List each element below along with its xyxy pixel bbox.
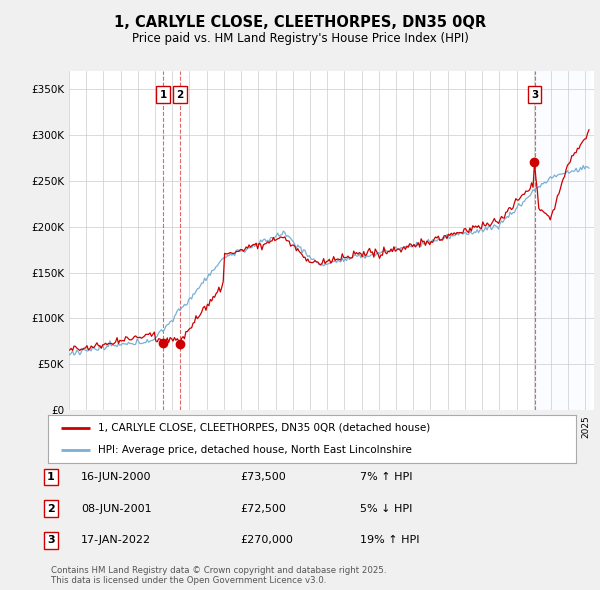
Text: 1: 1 <box>160 90 167 100</box>
Text: 1, CARLYLE CLOSE, CLEETHORPES, DN35 0QR: 1, CARLYLE CLOSE, CLEETHORPES, DN35 0QR <box>114 15 486 30</box>
Text: 7% ↑ HPI: 7% ↑ HPI <box>360 472 413 481</box>
Text: Contains HM Land Registry data © Crown copyright and database right 2025.
This d: Contains HM Land Registry data © Crown c… <box>51 566 386 585</box>
Text: 1: 1 <box>47 472 55 481</box>
Text: 2: 2 <box>47 504 55 513</box>
Text: 3: 3 <box>47 536 55 545</box>
Text: HPI: Average price, detached house, North East Lincolnshire: HPI: Average price, detached house, Nort… <box>98 445 412 455</box>
Text: Price paid vs. HM Land Registry's House Price Index (HPI): Price paid vs. HM Land Registry's House … <box>131 32 469 45</box>
Text: 1, CARLYLE CLOSE, CLEETHORPES, DN35 0QR (detached house): 1, CARLYLE CLOSE, CLEETHORPES, DN35 0QR … <box>98 423 430 433</box>
Text: 2: 2 <box>176 90 184 100</box>
Text: 16-JUN-2000: 16-JUN-2000 <box>81 472 151 481</box>
Text: 5% ↓ HPI: 5% ↓ HPI <box>360 504 412 513</box>
Text: £72,500: £72,500 <box>240 504 286 513</box>
Text: £73,500: £73,500 <box>240 472 286 481</box>
Text: 08-JUN-2001: 08-JUN-2001 <box>81 504 152 513</box>
Text: 19% ↑ HPI: 19% ↑ HPI <box>360 536 419 545</box>
Text: 17-JAN-2022: 17-JAN-2022 <box>81 536 151 545</box>
Bar <box>535 71 589 410</box>
Text: £270,000: £270,000 <box>240 536 293 545</box>
Text: 3: 3 <box>531 90 538 100</box>
